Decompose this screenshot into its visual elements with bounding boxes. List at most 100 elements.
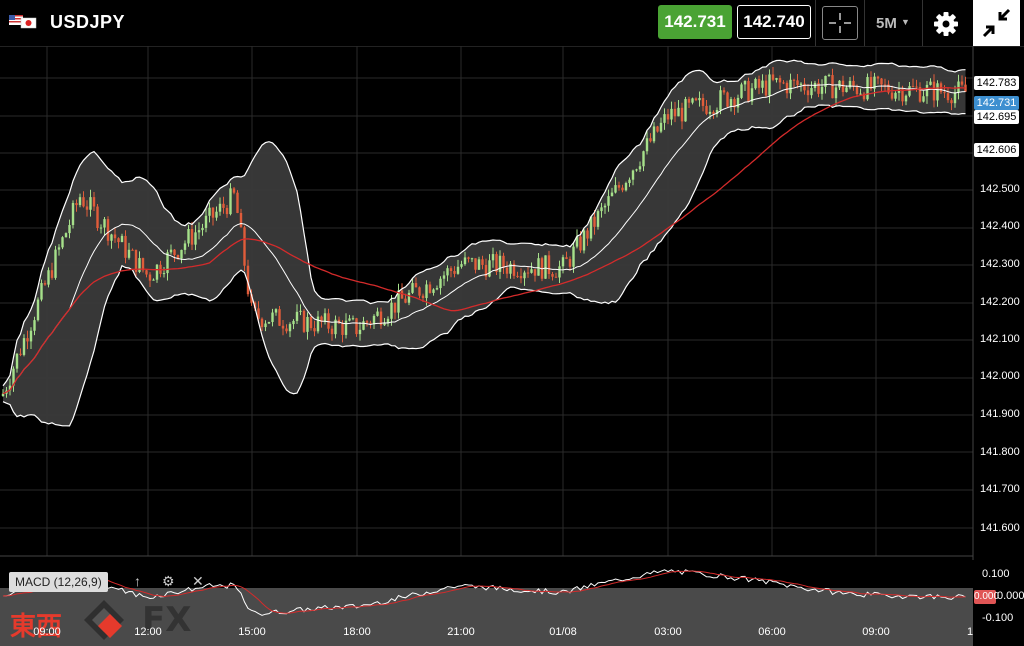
timeframe-label: 5M <box>876 15 897 32</box>
candle-body <box>292 320 295 325</box>
candle-body <box>768 74 771 96</box>
time-tick: 03:00 <box>654 626 682 638</box>
candle-body <box>474 258 477 270</box>
candle-body <box>624 182 628 191</box>
arrow-up-icon[interactable]: ↑ <box>134 573 141 589</box>
candle-body <box>638 166 642 170</box>
macd-tick: -0.100 <box>982 612 1014 624</box>
candle-body <box>848 80 852 88</box>
candle-body <box>845 87 848 93</box>
crosshair-button[interactable] <box>822 6 858 40</box>
candle-body <box>778 78 782 83</box>
bid-price-button[interactable]: 142.731 <box>658 5 732 39</box>
candle-body <box>421 295 425 299</box>
candle-body <box>239 212 243 228</box>
candle-body <box>908 86 911 96</box>
candle-body <box>162 273 166 275</box>
candle-body <box>852 80 855 87</box>
candle-body <box>481 259 484 265</box>
candle-body <box>285 328 288 332</box>
price-tick: 141.900 <box>980 408 1020 420</box>
bollinger-band-fill <box>3 60 966 426</box>
candle-body <box>607 196 610 206</box>
moving-average-line <box>2 86 966 395</box>
candle-body <box>78 197 82 206</box>
ask-price-button[interactable]: 142.740 <box>737 5 811 39</box>
candle-body <box>652 126 656 142</box>
candle-body <box>897 89 901 93</box>
candle-body <box>145 270 148 275</box>
price-tick: 142.300 <box>980 258 1020 270</box>
macd-indicator-label[interactable]: MACD (12,26,9) <box>9 572 108 592</box>
candle-body <box>918 87 922 102</box>
candle-body <box>208 207 211 216</box>
candle-body <box>327 313 330 329</box>
candle-body <box>894 92 897 99</box>
candle-body <box>631 170 635 180</box>
candle-body <box>411 283 414 293</box>
candle-body <box>561 257 565 267</box>
usd-jpy-flags-icon <box>9 15 37 29</box>
exit-fullscreen-button[interactable] <box>973 0 1020 46</box>
divider <box>922 0 923 46</box>
candle-body <box>565 257 568 259</box>
candle-body <box>29 330 33 342</box>
candle-body <box>12 368 15 386</box>
candle-body <box>764 80 768 96</box>
candle-body <box>138 258 141 272</box>
candle-body <box>320 316 323 322</box>
candle-body <box>701 98 705 106</box>
symbol-title[interactable]: USDJPY <box>50 12 126 32</box>
candle-body <box>824 75 827 87</box>
close-icon[interactable]: ✕ <box>192 573 204 589</box>
timeframe-dropdown[interactable]: 5M ▼ <box>876 15 910 32</box>
candle-body <box>929 81 932 85</box>
candle-body <box>250 294 253 303</box>
candle-body <box>54 249 57 278</box>
candle-body <box>943 92 946 94</box>
candle-body <box>600 207 603 212</box>
candle-body <box>957 81 960 93</box>
candle-body <box>134 249 138 272</box>
candle-body <box>236 192 239 213</box>
candle-body <box>621 187 624 191</box>
candle-body <box>267 322 271 324</box>
candle-body <box>351 318 355 320</box>
candle-body <box>491 254 495 261</box>
candle-body <box>754 78 757 89</box>
candle-body <box>684 99 687 122</box>
lower-band-price-label: 142.606 <box>974 143 1019 157</box>
time-tick: 21:00 <box>447 626 475 638</box>
candle-body <box>586 230 589 239</box>
candle-body <box>498 255 502 272</box>
upper-band-price-label: 142.783 <box>974 76 1019 90</box>
candle-body <box>85 206 89 210</box>
candle-body <box>617 185 621 188</box>
candle-body <box>628 179 631 183</box>
middle-band-price-label: 142.695 <box>974 110 1019 124</box>
candle-body <box>316 316 320 332</box>
candle-body <box>75 203 78 206</box>
gear-icon[interactable]: ⚙ <box>162 573 175 589</box>
candle-body <box>635 169 638 171</box>
current-price-label: 142.731 <box>974 96 1019 110</box>
candle-body <box>593 216 596 227</box>
candle-body <box>393 302 397 313</box>
candle-body <box>390 302 393 319</box>
candle-body <box>246 265 250 295</box>
candle-body <box>883 84 887 86</box>
candle-body <box>859 93 862 95</box>
candle-body <box>26 338 29 342</box>
candle-body <box>747 80 750 102</box>
candle-body <box>106 219 110 241</box>
candle-body <box>176 255 180 259</box>
candle-body <box>309 316 313 329</box>
candle-body <box>225 207 229 215</box>
candle-body <box>887 84 890 93</box>
gear-icon[interactable] <box>931 9 961 39</box>
candle-body <box>113 234 117 239</box>
candle-body <box>243 227 246 266</box>
bollinger-upper-line <box>2 59 966 387</box>
candle-body <box>117 238 120 243</box>
